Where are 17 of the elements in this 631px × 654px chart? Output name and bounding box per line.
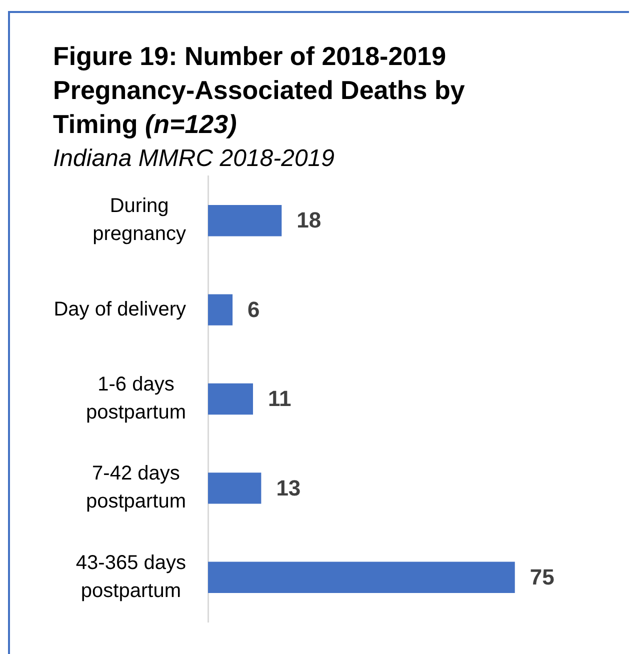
data-label: 75 [530,564,554,590]
chart-subtitle: Indiana MMRC 2018-2019 [53,145,334,173]
bar [208,204,282,236]
bar [208,383,254,415]
bar [208,472,262,504]
data-label: 18 [296,208,322,233]
y-tick-label: 7-42 days postpartum [86,462,186,513]
data-label: 13 [276,475,301,500]
data-label: 6 [248,296,260,322]
y-tick-label: During pregnancy [92,195,186,246]
bar [208,562,515,594]
y-tick-label: 43-365 days postpartum [76,552,186,602]
y-tick-label: Day of delivery [54,298,186,320]
bar [208,294,233,326]
chart-title: Figure 19: Number of 2018-2019 Pregnancy-Associated Deaths by Timing (n=123) [53,40,466,141]
data-label: 11 [268,386,292,412]
y-tick-label: 1-6 days postpartum [86,374,186,424]
